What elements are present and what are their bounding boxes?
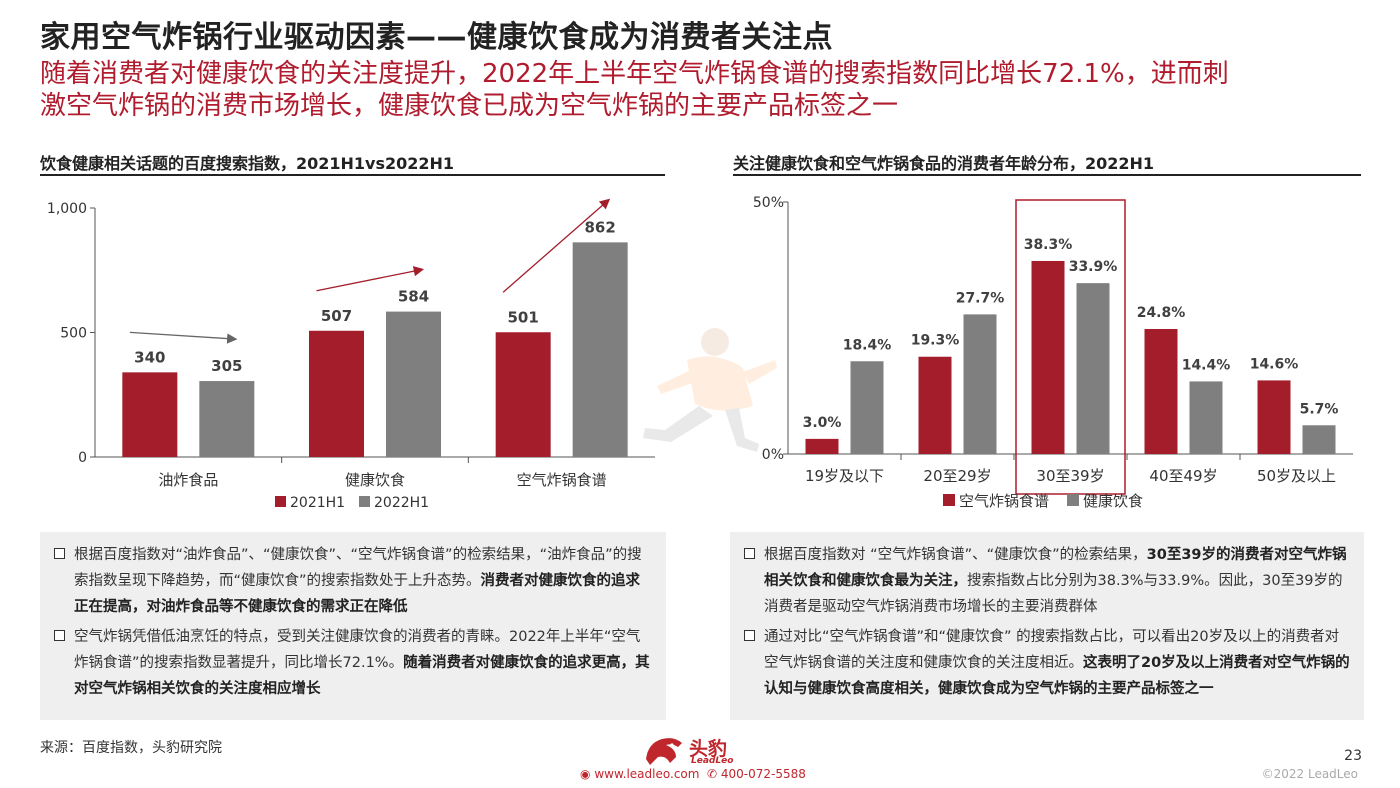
bar-2021H1 [122, 372, 178, 457]
trend-arrow [502, 198, 611, 293]
phone-icon: ✆ [707, 767, 718, 781]
right-section-title: 关注健康饮食和空气炸锅食品的消费者年龄分布，2022H1 [733, 154, 1155, 173]
bar-健康饮食 [1302, 425, 1336, 454]
left-note-2: 空气炸锅凭借低油烹饪的特点，受到关注健康饮食的消费者的青睐。2022年上半年“空… [54, 624, 652, 702]
checkbox-bullet-icon [54, 548, 65, 559]
x-tick-label: 健康饮食 [345, 471, 405, 489]
left-bar-chart: 0 500 1,000 340 305 油炸食品 507 584 健康饮食 501 862 空气炸锅食… [47, 198, 655, 511]
left-section-title: 饮食健康相关话题的百度搜索指数，2021H1vs2022H1 [40, 154, 455, 173]
data-label: 24.8% [1137, 305, 1186, 321]
data-label: 27.7% [956, 290, 1005, 306]
copyright: ©2022 LeadLeo [1261, 767, 1358, 781]
bar-健康饮食 [1076, 283, 1110, 454]
bar-健康饮食 [850, 361, 884, 454]
bar-健康饮食 [1189, 381, 1223, 454]
y-tick-label: 500 [60, 326, 87, 342]
leopard-logo-icon [646, 738, 682, 765]
right-note-1: 根据百度指数对 “空气炸锅食谱”、“健康饮食”的检索结果，30至39岁的消费者对… [744, 542, 1350, 620]
bar-空气炸锅食谱 [805, 438, 839, 454]
subtitle-line-1: 随着消费者对健康饮食的关注度提升，2022年上半年空气炸锅食谱的搜索指数同比增长… [40, 59, 1229, 89]
legend-swatch-2022H1 [359, 496, 370, 507]
right-section-rule [733, 174, 1361, 176]
data-label: 19.3% [911, 333, 960, 349]
x-tick-label: 油炸食品 [158, 471, 218, 489]
data-label: 305 [211, 357, 242, 375]
right-note-1-after: 搜索指数占比分别为38.3%与33.9%。因此，30至39岁的消费者是驱动空气炸… [764, 573, 1343, 615]
checkbox-bullet-icon [744, 548, 755, 559]
y-tick-label: 50% [753, 195, 784, 211]
website-link[interactable]: ◉ www.leadleo.com [580, 767, 699, 781]
running-figure-illustration [643, 328, 777, 452]
phone-contact: ✆ 400-072-5588 [707, 767, 806, 781]
phone-text: 400-072-5588 [720, 767, 806, 781]
weibo-icon: ◉ [580, 767, 591, 781]
y-tick-label: 0 [78, 450, 87, 466]
data-label: 33.9% [1069, 259, 1118, 275]
left-note-1-bold: 消费者对健康饮食的追求正在提高，对油炸食品等不健康饮食的需求正在降低 [74, 573, 641, 615]
legend-label: 健康饮食 [1083, 492, 1143, 510]
left-note-2-bold: 随着消费者对健康饮食的追求更高，其对空气炸锅相关饮食的关注度相应增长 [74, 655, 650, 697]
page-subtitle: 随着消费者对健康饮食的关注度提升，2022年上半年空气炸锅食谱的搜索指数同比增长… [40, 58, 1370, 122]
trend-arrow [129, 331, 238, 344]
data-label: 14.4% [1182, 357, 1231, 373]
logo-text: 头豹 [689, 738, 728, 760]
right-note-2-text: 通过对比“空气炸锅食谱”和“健康饮食” 的搜索指数占比，可以看出20岁及以上的消… [764, 629, 1340, 671]
x-tick-label: 20至29岁 [923, 467, 991, 485]
legend-label: 2022H1 [374, 495, 429, 511]
left-note-1-text: 根据百度指数对“油炸食品”、“健康饮食”、“空气炸锅食谱”的检索结果，“油炸食品… [74, 547, 642, 589]
subtitle-line-2: 激空气炸锅的消费市场增长，健康饮食已成为空气炸锅的主要产品标签之一 [40, 91, 899, 121]
right-note-2: 通过对比“空气炸锅食谱”和“健康饮食” 的搜索指数占比，可以看出20岁及以上的消… [744, 624, 1350, 702]
bar-2021H1 [309, 330, 364, 457]
bar-2022H1 [386, 311, 441, 457]
right-bar-chart: 0% 50% 3.0% 18.4% 19岁及以下 19.3% 27.7% 20至29岁 38.3… [753, 195, 1353, 510]
left-notes-box: 根据百度指数对“油炸食品”、“健康饮食”、“空气炸锅食谱”的检索结果，“油炸食品… [40, 532, 666, 720]
bar-空气炸锅食谱 [918, 356, 952, 454]
data-label: 507 [321, 307, 352, 325]
x-tick-label: 19岁及以下 [805, 467, 884, 485]
bar-空气炸锅食谱 [1031, 260, 1065, 454]
left-note-2-text: 空气炸锅凭借低油烹饪的特点，受到关注健康饮食的消费者的青睐。2022年上半年“空… [74, 629, 641, 671]
data-label: 14.6% [1250, 356, 1299, 372]
page-title: 家用空气炸锅行业驱动因素——健康饮食成为消费者关注点 [40, 20, 833, 55]
x-tick-label: 空气炸锅食谱 [517, 471, 607, 489]
right-note-1-bold: 30至39岁的消费者对空气炸锅相关饮食和健康饮食最为关注， [764, 547, 1347, 589]
data-label: 862 [585, 218, 616, 236]
left-note-1: 根据百度指数对“油炸食品”、“健康饮食”、“空气炸锅食谱”的检索结果，“油炸食品… [54, 542, 652, 620]
data-label: 340 [134, 348, 165, 366]
page-number: 23 [1344, 748, 1362, 764]
y-tick-label: 1,000 [47, 201, 87, 217]
checkbox-bullet-icon [744, 630, 755, 641]
data-label: 501 [508, 308, 539, 326]
right-note-1-text: 根据百度指数对 “空气炸锅食谱”、“健康饮食”的检索结果， [764, 547, 1147, 563]
logo-subtext: LeadLeo [691, 756, 734, 766]
bar-2022H1 [572, 242, 628, 457]
trend-arrow [316, 266, 425, 292]
legend-label: 2021H1 [290, 495, 345, 511]
bar-健康饮食 [963, 314, 997, 454]
legend-swatch-2021H1 [275, 496, 286, 507]
bar-空气炸锅食谱 [1257, 380, 1291, 454]
website-text: www.leadleo.com [594, 767, 700, 781]
data-label: 5.7% [1300, 401, 1339, 417]
x-tick-label: 30至39岁 [1036, 467, 1104, 485]
data-label: 18.4% [843, 337, 892, 353]
legend-swatch-健康饮食 [1067, 494, 1079, 506]
right-note-2-bold: 这表明了20岁及以上消费者对空气炸锅的认知与健康饮食高度相关，健康饮食成为空气炸… [764, 655, 1350, 697]
checkbox-bullet-icon [54, 630, 65, 641]
data-label: 584 [398, 288, 429, 306]
bar-2021H1 [495, 332, 551, 457]
legend-swatch-空气炸锅食谱 [943, 494, 955, 506]
source-note: 来源：百度指数，头豹研究院 [40, 740, 222, 756]
x-tick-label: 50岁及以上 [1257, 467, 1336, 485]
bar-2022H1 [199, 381, 255, 457]
left-section-rule [40, 174, 665, 176]
data-label: 38.3% [1024, 237, 1073, 253]
x-tick-label: 40至49岁 [1149, 467, 1217, 485]
legend-label: 空气炸锅食谱 [959, 492, 1049, 510]
right-notes-box: 根据百度指数对 “空气炸锅食谱”、“健康饮食”的检索结果，30至39岁的消费者对… [730, 532, 1364, 720]
data-label: 3.0% [803, 415, 842, 431]
bar-空气炸锅食谱 [1144, 329, 1178, 454]
y-tick-label: 0% [762, 447, 784, 463]
